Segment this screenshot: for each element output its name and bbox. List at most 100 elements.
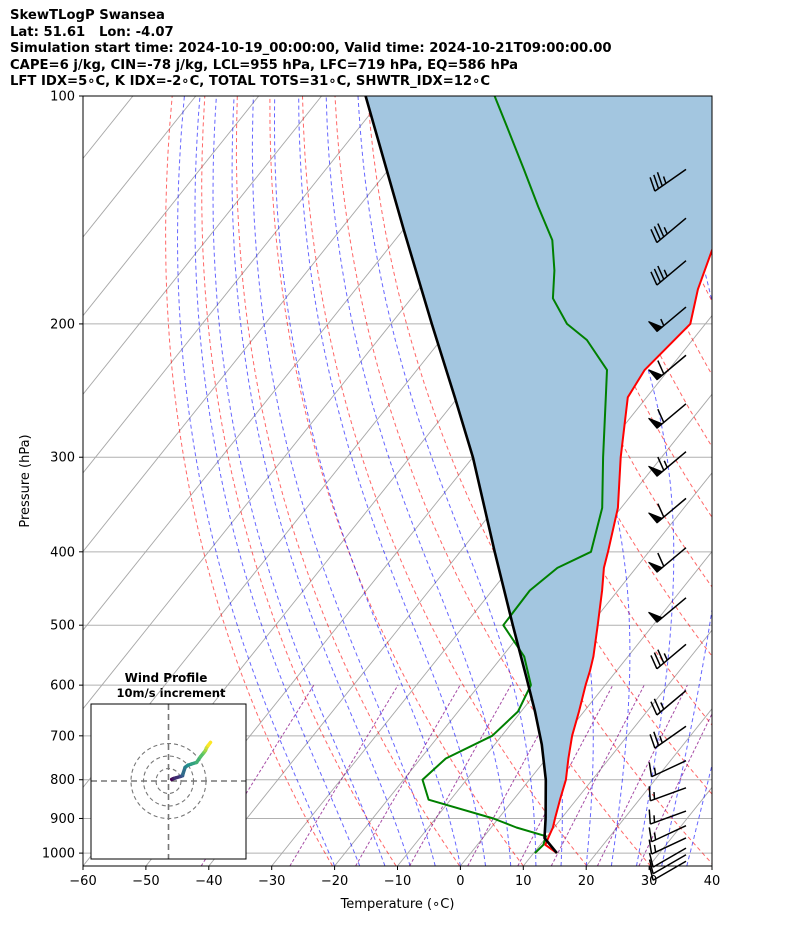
barb-pennant bbox=[648, 561, 664, 573]
barb-full-flag bbox=[648, 809, 652, 825]
barb-half-flag bbox=[662, 176, 667, 184]
x-tick-label: −20 bbox=[321, 874, 348, 889]
y-axis-label: Pressure (hPa) bbox=[18, 434, 33, 527]
wind-barb bbox=[648, 306, 687, 333]
mixing-ratio-line bbox=[409, 684, 512, 866]
chart-header: SkewTLogP Swansea Lat: 51.61 Lon: -4.07 … bbox=[10, 8, 612, 91]
barb-staff bbox=[654, 168, 687, 192]
wind-barb bbox=[650, 643, 687, 670]
wind-barb bbox=[648, 354, 687, 381]
barb-staff bbox=[654, 725, 687, 749]
dry-adiabat-line bbox=[367, 96, 712, 865]
profile-lines bbox=[364, 96, 712, 854]
wind-barb bbox=[648, 809, 687, 825]
barb-full-flag bbox=[653, 698, 662, 713]
barb-pennant bbox=[648, 417, 664, 429]
dry-adiabat-line bbox=[726, 96, 794, 866]
wind-barb bbox=[648, 547, 687, 573]
barb-staff bbox=[652, 860, 687, 881]
barb-pennant bbox=[648, 321, 664, 333]
barb-staff bbox=[652, 854, 687, 875]
barb-half-flag bbox=[663, 653, 668, 661]
barb-half-flag bbox=[660, 702, 665, 710]
moist-adiabat-line bbox=[357, 96, 537, 866]
dewpoint-line bbox=[421, 96, 608, 854]
barb-full-flag bbox=[653, 731, 660, 746]
isotherm-line bbox=[585, 708, 712, 866]
temperature-line bbox=[544, 247, 712, 854]
barb-full-flag bbox=[650, 271, 658, 286]
barb-full-flag bbox=[648, 762, 653, 777]
x-tick-label: −60 bbox=[69, 874, 96, 889]
barb-staff bbox=[656, 643, 687, 670]
moist-adiabat-line bbox=[251, 96, 436, 866]
y-tick-label: 1000 bbox=[42, 847, 75, 862]
x-tick-label: 30 bbox=[641, 874, 658, 889]
x-tick-label: −10 bbox=[384, 874, 411, 889]
isotherm-line bbox=[0, 96, 70, 866]
y-tick-label: 500 bbox=[50, 619, 75, 634]
barb-full-flag bbox=[649, 177, 656, 192]
cape-region bbox=[365, 96, 712, 833]
barb-staff bbox=[651, 837, 687, 855]
location-text: Lat: 51.61 Lon: -4.07 bbox=[10, 24, 174, 40]
barb-half-flag bbox=[653, 791, 656, 800]
barb-half-flag bbox=[663, 269, 668, 277]
barb-full-flag bbox=[653, 226, 662, 241]
barb-full-flag bbox=[657, 265, 665, 280]
barb-full-flag bbox=[648, 786, 652, 801]
wind-barb bbox=[650, 217, 687, 244]
moist-adiabat-line bbox=[194, 96, 361, 866]
barb-full-flag bbox=[650, 228, 658, 243]
barb-staff bbox=[650, 787, 687, 802]
dry-adiabat-line bbox=[334, 96, 651, 866]
barb-full-flag bbox=[649, 734, 656, 749]
dry-adiabat-line bbox=[529, 96, 712, 519]
moist-adiabat-line bbox=[212, 96, 386, 866]
barb-full-flag bbox=[656, 171, 663, 187]
mixing-ratio-line bbox=[550, 684, 645, 866]
y-tick-label: 100 bbox=[50, 90, 75, 105]
hodograph-subtitle: 10m/s increment bbox=[117, 686, 226, 700]
simulation-time-text: Simulation start time: 2024-10-19_00:00:… bbox=[10, 41, 612, 57]
dry-adiabat-line bbox=[165, 96, 333, 866]
mixing-ratio-line bbox=[517, 684, 614, 866]
y-tick-label: 700 bbox=[50, 729, 75, 744]
dry-adiabat-line bbox=[302, 96, 588, 866]
x-tick-label: 10 bbox=[515, 874, 532, 889]
stability-indices-line-2: LFT IDX=5∘C, K IDX=-2∘C, TOTAL TOTS=31∘C… bbox=[10, 74, 491, 90]
x-tick-label: −50 bbox=[132, 874, 159, 889]
wind-barb bbox=[650, 690, 687, 716]
isotherm-line bbox=[83, 96, 322, 395]
x-tick-label: −30 bbox=[258, 874, 285, 889]
wind-barb bbox=[648, 854, 687, 875]
dry-adiabat-line bbox=[758, 96, 794, 866]
dry-adiabat-line bbox=[269, 96, 524, 866]
cape-shading bbox=[365, 96, 712, 833]
barb-full-flag bbox=[657, 456, 665, 471]
dry-adiabat-line bbox=[562, 96, 712, 448]
barb-staff bbox=[651, 760, 687, 778]
wind-barb bbox=[648, 497, 687, 524]
barb-half-flag bbox=[663, 226, 668, 235]
barb-full-flag bbox=[648, 859, 654, 874]
barb-full-flag bbox=[657, 223, 665, 238]
hodograph-plot bbox=[91, 704, 246, 859]
barb-staff bbox=[656, 690, 687, 716]
barb-full-flag bbox=[648, 827, 653, 842]
mixing-ratio-line bbox=[289, 684, 399, 866]
barb-half-flag bbox=[659, 735, 663, 744]
barb-half-flag bbox=[660, 318, 665, 326]
mixing-ratio-line bbox=[200, 684, 315, 866]
barb-pennant bbox=[648, 512, 664, 524]
x-tick-label: 0 bbox=[456, 874, 464, 889]
barb-full-flag bbox=[650, 701, 658, 716]
isotherm-line bbox=[83, 96, 385, 474]
barb-staff bbox=[650, 810, 687, 825]
hodograph-trace-segment bbox=[206, 740, 213, 748]
isotherm-line bbox=[711, 865, 712, 866]
moist-adiabat-line bbox=[564, 96, 675, 866]
isotherm-line bbox=[83, 96, 448, 553]
barb-staff bbox=[651, 825, 687, 843]
